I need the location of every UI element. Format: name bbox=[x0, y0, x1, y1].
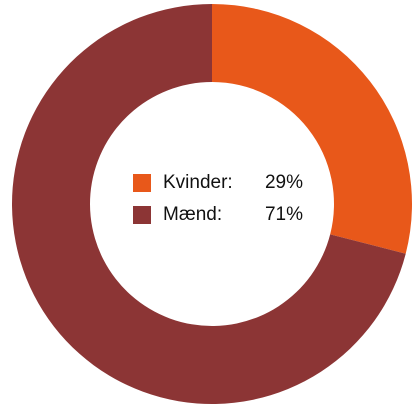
value-label: 71% bbox=[265, 204, 303, 225]
legend-swatch bbox=[133, 174, 151, 192]
legend-swatch bbox=[133, 206, 151, 224]
donut-segment bbox=[12, 4, 406, 404]
legend-label: Kvinder: bbox=[163, 172, 233, 193]
legend-label: Mænd: bbox=[163, 204, 222, 225]
donut-segment bbox=[212, 4, 412, 254]
value-label: 29% bbox=[265, 172, 303, 193]
